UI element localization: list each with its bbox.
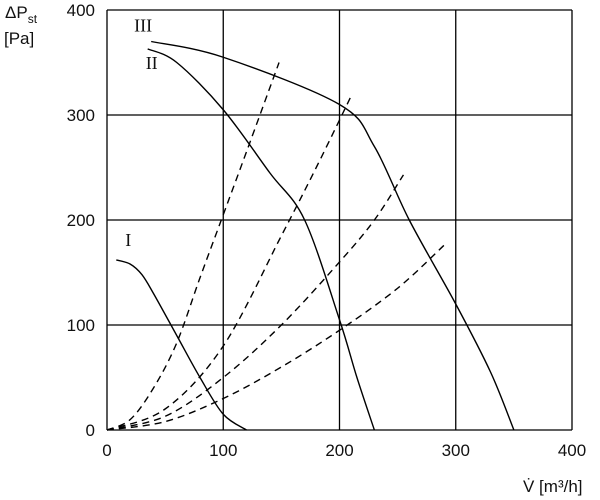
x-tick-label: 100 bbox=[209, 441, 237, 460]
y-axis-title-sub: st bbox=[28, 12, 38, 26]
dashed-line-4 bbox=[106, 244, 445, 431]
y-axis-unit: [Pa] bbox=[4, 29, 34, 48]
dashed-line-2 bbox=[106, 95, 352, 431]
y-axis-title-main: ΔP bbox=[5, 3, 28, 22]
curve-II bbox=[147, 48, 376, 431]
y-tick-label: 100 bbox=[67, 316, 95, 335]
y-tick-label: 300 bbox=[67, 106, 95, 125]
y-tick-label: 200 bbox=[67, 211, 95, 230]
x-tick-label: 200 bbox=[325, 441, 353, 460]
dashed-line-3 bbox=[106, 174, 405, 431]
tick-labels: 0 100 200 300 400 0 100 200 300 400 bbox=[67, 1, 587, 460]
grid bbox=[106, 9, 573, 431]
y-tick-label: 0 bbox=[86, 421, 95, 440]
x-tick-label: 0 bbox=[102, 441, 111, 460]
curve-label-I: I bbox=[125, 230, 131, 250]
x-axis-title: V̇ [m³/h] bbox=[523, 477, 583, 496]
y-axis-title: ΔPst bbox=[5, 3, 38, 26]
curve-III bbox=[151, 40, 515, 431]
y-tick-label: 400 bbox=[67, 1, 95, 20]
curve-label-II: II bbox=[146, 53, 158, 73]
curve-label-III: III bbox=[134, 16, 152, 36]
x-tick-label: 300 bbox=[442, 441, 470, 460]
curve-I bbox=[116, 259, 247, 431]
x-tick-label: 400 bbox=[558, 441, 586, 460]
